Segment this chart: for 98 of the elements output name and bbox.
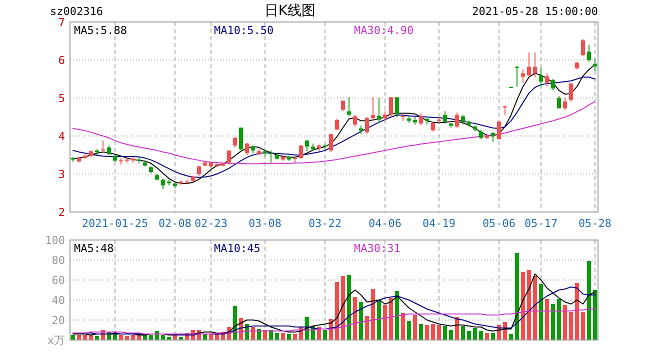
- candlestick: [514, 65, 520, 88]
- y-tick-label: 40: [52, 294, 65, 307]
- y-tick-label: 80: [52, 254, 65, 267]
- candlestick: [160, 178, 166, 190]
- text: MA30:31: [354, 242, 400, 255]
- candlestick: [244, 142, 250, 156]
- x-tick-label: 04-19: [422, 217, 456, 230]
- candlestick: [328, 134, 334, 152]
- bar: [418, 324, 424, 340]
- candlestick: [496, 120, 502, 140]
- y-tick-label: 4: [58, 130, 66, 143]
- bar: [532, 276, 538, 340]
- text: MA10:45: [214, 242, 260, 255]
- bar: [442, 326, 448, 340]
- bar: [436, 325, 442, 340]
- candlestick: [430, 122, 436, 132]
- candlestick: [340, 100, 346, 112]
- candlestick: [106, 145, 112, 156]
- y-tick-label: 7: [58, 16, 65, 29]
- candlestick: [568, 82, 574, 102]
- bar: [592, 290, 598, 340]
- line-series: [72, 76, 596, 178]
- text: MA10:5.50: [214, 24, 274, 37]
- y-tick-label: 6: [58, 54, 65, 67]
- text: MA5:5.88: [74, 24, 127, 37]
- y-tick-label: 20: [52, 314, 65, 327]
- candlestick: [370, 96, 376, 122]
- y-tick-label: 5: [58, 92, 65, 105]
- bar: [424, 325, 430, 340]
- candlestick: [226, 150, 232, 165]
- candlestick: [562, 98, 568, 111]
- y-tick-label: 2: [58, 206, 65, 219]
- candlestick: [442, 110, 448, 124]
- candlestick: [382, 110, 388, 122]
- chart-subtitle: 2021-05-28 15:00:00: [472, 5, 598, 18]
- candlestick: [100, 140, 106, 154]
- candlestick: [490, 132, 496, 142]
- bar: [586, 261, 592, 340]
- candlestick: [538, 67, 544, 88]
- y-tick-label: 100: [45, 234, 65, 247]
- candlestick: [364, 116, 370, 135]
- candlestick: [238, 127, 244, 152]
- bar: [406, 321, 412, 340]
- candlestick: [394, 96, 400, 118]
- bar: [448, 330, 454, 340]
- candlestick: [544, 72, 550, 88]
- candlestick: [352, 114, 358, 127]
- text: sz002316: [50, 5, 103, 18]
- y-tick-label: x万: [47, 334, 65, 347]
- bar: [460, 326, 466, 340]
- candlestick: [232, 136, 238, 148]
- bar: [580, 312, 586, 340]
- bar: [430, 324, 436, 340]
- line-series: [72, 308, 596, 334]
- line-series: [72, 274, 596, 336]
- x-tick-label: 2021-01-25: [82, 217, 148, 230]
- y-tick-label: 60: [52, 274, 65, 287]
- bar: [538, 284, 544, 340]
- x-tick-label: 02-08: [158, 217, 192, 230]
- candlestick: [580, 38, 586, 57]
- bar: [556, 299, 562, 340]
- x-tick-label: 02-23: [194, 217, 228, 230]
- bar: [400, 313, 406, 340]
- candlestick: [304, 139, 310, 152]
- candlestick: [460, 114, 466, 126]
- bar: [514, 253, 520, 340]
- text: MA30:4.90: [354, 24, 414, 37]
- candlestick: [526, 52, 532, 78]
- bar: [478, 331, 484, 340]
- candlestick: [556, 96, 562, 110]
- chart-title: 日K线图: [264, 3, 316, 19]
- candlestick: [388, 96, 394, 118]
- bar: [568, 312, 574, 340]
- x-tick-label: 03-22: [308, 217, 342, 230]
- x-tick-label: 03-08: [248, 217, 282, 230]
- candlestick: [268, 150, 274, 164]
- bar: [466, 331, 472, 340]
- x-tick-label: 05-28: [578, 217, 612, 230]
- bar: [562, 305, 568, 340]
- candlestick: [334, 118, 340, 131]
- bar: [412, 315, 418, 340]
- x-tick-label: 05-17: [524, 217, 558, 230]
- bar: [472, 328, 478, 340]
- candlestick: [454, 112, 460, 128]
- bar: [550, 304, 556, 340]
- candlestick: [586, 44, 592, 62]
- candlestick: [532, 52, 538, 78]
- text: MA5:48: [74, 242, 114, 255]
- x-tick-label: 04-06: [368, 217, 402, 230]
- candlestick: [550, 78, 556, 91]
- y-tick-label: 3: [58, 168, 65, 181]
- bar: [544, 299, 550, 340]
- bar: [382, 305, 388, 340]
- candlestick: [196, 165, 202, 176]
- x-tick-label: 05-06: [482, 217, 516, 230]
- candlestick: [418, 112, 424, 126]
- candlestick: [298, 144, 304, 160]
- bar: [322, 330, 328, 340]
